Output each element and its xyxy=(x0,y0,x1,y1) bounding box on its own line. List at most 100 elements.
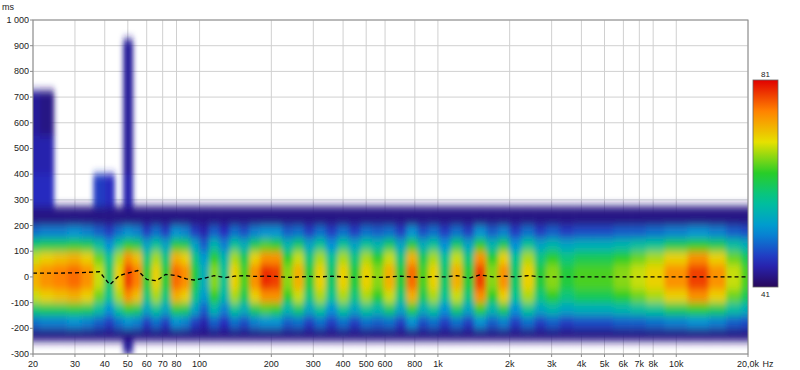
cell xyxy=(161,302,172,315)
cell xyxy=(114,302,124,315)
cell xyxy=(132,289,142,302)
x-tick xyxy=(104,354,105,357)
x-tick xyxy=(676,354,677,357)
cell xyxy=(593,251,615,264)
cell xyxy=(260,206,272,226)
cell xyxy=(293,302,304,315)
cell xyxy=(93,315,105,328)
cell xyxy=(54,289,68,302)
cell xyxy=(282,302,294,315)
cell xyxy=(439,206,451,226)
cell xyxy=(142,264,152,277)
cell xyxy=(326,277,338,290)
cell xyxy=(271,206,283,226)
cell xyxy=(664,264,688,277)
cell xyxy=(239,328,250,341)
cell xyxy=(463,264,475,277)
cell xyxy=(349,251,361,264)
cell xyxy=(81,264,94,277)
cell xyxy=(249,277,260,290)
cell xyxy=(40,277,54,290)
cell xyxy=(67,315,81,328)
cell xyxy=(229,206,240,226)
cell xyxy=(81,302,94,315)
cell xyxy=(282,225,294,238)
cell xyxy=(282,277,294,290)
cell xyxy=(33,264,41,277)
cell xyxy=(664,328,688,341)
cell xyxy=(451,251,464,264)
cell xyxy=(509,238,522,251)
cell xyxy=(123,302,133,315)
cell xyxy=(509,289,522,302)
y-tick-label: 700 xyxy=(14,92,29,102)
cell xyxy=(614,302,632,315)
cell xyxy=(395,289,407,302)
cell xyxy=(646,251,665,264)
cell xyxy=(67,277,81,290)
cell xyxy=(708,225,726,238)
cell xyxy=(33,315,41,328)
cell xyxy=(161,206,172,226)
cell xyxy=(509,277,522,290)
cell xyxy=(372,238,385,251)
cell xyxy=(463,277,475,290)
cell xyxy=(93,174,105,207)
cell xyxy=(631,225,646,238)
cell xyxy=(688,289,710,302)
cell xyxy=(229,238,240,251)
cell xyxy=(142,328,152,341)
cell xyxy=(726,315,741,328)
cell xyxy=(209,206,220,226)
cell xyxy=(67,225,81,238)
y-tick xyxy=(30,45,33,46)
cell xyxy=(395,315,407,328)
cell xyxy=(646,315,665,328)
cell xyxy=(104,302,114,315)
cell xyxy=(646,225,665,238)
x-tick xyxy=(271,354,272,357)
cell xyxy=(81,315,94,328)
cell xyxy=(219,315,230,328)
x-tick-label: 4k xyxy=(577,359,587,369)
cell xyxy=(104,251,114,264)
cell xyxy=(337,206,349,226)
y-grid-line xyxy=(33,199,748,200)
cell xyxy=(293,238,304,251)
x-tick-label: 10k xyxy=(669,359,684,369)
x-tick-label: 3k xyxy=(547,359,557,369)
cell xyxy=(498,238,510,251)
cell xyxy=(418,238,429,251)
cell xyxy=(664,251,688,264)
cell xyxy=(559,328,574,341)
cell xyxy=(498,277,510,290)
cell xyxy=(219,206,230,226)
cell xyxy=(171,238,182,251)
y-tick-label: 200 xyxy=(14,221,29,231)
cell xyxy=(486,251,499,264)
cell xyxy=(171,302,182,315)
cell xyxy=(418,206,429,226)
cell xyxy=(498,302,510,315)
cell xyxy=(293,251,304,264)
cell xyxy=(229,264,240,277)
cell xyxy=(67,328,81,341)
cell xyxy=(741,225,748,238)
y-tick xyxy=(30,174,33,175)
cell xyxy=(199,206,209,226)
cell xyxy=(349,289,361,302)
cell xyxy=(161,225,172,238)
cell xyxy=(249,206,260,226)
x-tick-label: 800 xyxy=(407,359,422,369)
cell xyxy=(132,206,142,226)
cell xyxy=(326,302,338,315)
cell xyxy=(40,174,54,207)
cell xyxy=(418,315,429,328)
cell xyxy=(726,277,741,290)
cell xyxy=(181,225,190,238)
cell xyxy=(40,302,54,315)
cell xyxy=(33,302,41,315)
cell xyxy=(239,315,250,328)
cell xyxy=(161,315,172,328)
cell xyxy=(282,251,294,264)
